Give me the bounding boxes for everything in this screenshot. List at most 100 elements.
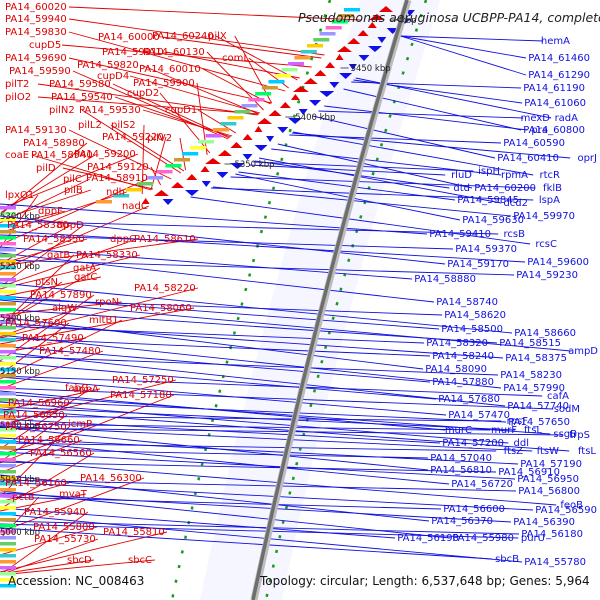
- left-gene-label: cupD1: [165, 105, 197, 116]
- feature-box: [0, 206, 16, 210]
- feature-box: [0, 212, 16, 216]
- left-leader-line: [0, 482, 70, 503]
- feature-box: [241, 104, 258, 108]
- left-leader-line: [68, 57, 272, 104]
- right-leader-line: [0, 527, 493, 560]
- right-gene-label: PA14_60590: [503, 138, 565, 149]
- feature-box: [0, 422, 16, 426]
- right-gene-label: rtcR: [540, 170, 561, 181]
- right-leader-line: [190, 196, 531, 245]
- left-gene-label: gatA: [73, 263, 96, 274]
- right-gene-label: PA14_57680: [438, 394, 500, 405]
- forward-gene-arrow: [367, 22, 377, 28]
- right-gene-label: PA14_57740: [507, 401, 569, 412]
- feature-box: [0, 524, 16, 528]
- left-leader-line: [215, 35, 298, 81]
- feature-box: [0, 248, 16, 252]
- right-gene-label: PA14_58240: [432, 351, 494, 362]
- feature-box: [288, 62, 305, 66]
- feature-box: [0, 440, 16, 444]
- right-leader-line: [0, 426, 429, 471]
- left-gene-label: PA14_56960: [8, 398, 70, 409]
- right-leader-line: [258, 157, 502, 204]
- feature-box: [96, 200, 112, 204]
- left-gene-label: PA14_56160: [5, 478, 67, 489]
- left-gene-label: PA14_59540: [51, 92, 113, 103]
- left-leader-line: [0, 178, 90, 224]
- forward-gene-arrow: [204, 158, 221, 164]
- right-leader-line: [0, 406, 516, 431]
- right-gene-label: PA14_58620: [444, 310, 506, 321]
- right-gene-label: dtd: [453, 183, 470, 194]
- left-leader-line: [0, 191, 127, 234]
- feature-box: [0, 572, 16, 576]
- right-leader-line: [210, 187, 534, 201]
- right-gene-label: PA14_58500: [441, 324, 503, 335]
- left-gene-label: ndh: [106, 187, 125, 198]
- feature-box: [0, 218, 16, 222]
- feature-box: [331, 20, 348, 24]
- feature-box: [0, 530, 16, 534]
- right-gene-label: PA14_56190: [397, 533, 459, 544]
- right-leader-line: [0, 220, 499, 235]
- left-gene-label: PA14_59590: [9, 66, 71, 77]
- right-gene-label: PA14_56800: [518, 486, 580, 497]
- forward-gene-arrow: [217, 150, 232, 156]
- feature-box: [307, 44, 324, 48]
- feature-box: [0, 314, 16, 318]
- left-gene-label: cupD4: [97, 71, 129, 82]
- left-gene-label: PA14_55800: [33, 522, 95, 533]
- right-gene-label: PA14_59370: [455, 244, 517, 255]
- forward-gene-arrow: [171, 182, 185, 188]
- right-leader-line: [0, 387, 554, 410]
- feature-box: [165, 164, 182, 168]
- right-gene-label: PA14_61290: [528, 70, 590, 81]
- feature-box: [261, 86, 278, 90]
- feature-box: [337, 14, 354, 18]
- left-gene-label: lpxO1: [5, 190, 34, 201]
- feature-box: [156, 170, 173, 174]
- feature-box: [0, 518, 16, 522]
- feature-box: [0, 224, 16, 228]
- kbp-tick-label: kbp: [401, 16, 417, 26]
- left-leader-line: [37, 96, 259, 115]
- right-gene-label: PA14_56590: [535, 505, 597, 516]
- right-gene-label: PA14_59410: [429, 229, 491, 240]
- left-gene-label: PA14_59200: [74, 149, 136, 160]
- reverse-gene-arrow: [288, 118, 303, 124]
- forward-gene-arrow: [292, 86, 309, 92]
- left-gene-label: PA14_57600: [5, 318, 67, 329]
- left-gene-label: rpoN: [95, 297, 119, 308]
- forward-gene-arrow: [378, 6, 393, 12]
- right-gene-label: PA14_58375: [505, 353, 567, 364]
- reverse-gene-arrow: [319, 91, 335, 97]
- right-leader-line: [0, 401, 509, 444]
- right-leader-line: [0, 408, 570, 452]
- feature-box: [313, 38, 330, 42]
- reverse-gene-arrow: [298, 109, 308, 115]
- left-gene-label: pilV2: [147, 133, 172, 144]
- right-leader-line: [0, 448, 429, 459]
- feature-box: [0, 416, 16, 420]
- left-gene-label: PA14_59830: [5, 27, 67, 38]
- feature-box: [300, 50, 317, 54]
- left-gene-label: PA14_58220: [134, 283, 196, 294]
- left-gene-label: dppC: [110, 234, 136, 245]
- reverse-gene-arrow: [309, 100, 322, 106]
- left-leader-line: [0, 287, 199, 339]
- right-leader-line: [293, 131, 534, 176]
- right-leader-line: [0, 345, 431, 383]
- right-gene-label: mexD: [521, 113, 551, 124]
- left-leader-line: [0, 254, 141, 290]
- right-leader-line: [0, 351, 506, 407]
- right-gene-label: PA14_56600: [443, 504, 505, 515]
- right-leader-line: [400, 35, 527, 76]
- feature-box: [0, 296, 16, 300]
- forward-gene-arrow: [335, 54, 344, 60]
- left-leader-line: [68, 18, 325, 56]
- feature-box: [0, 392, 16, 396]
- left-leader-line: [150, 136, 167, 191]
- feature-box: [0, 254, 16, 258]
- left-gene-label: PA14_59530: [79, 105, 141, 116]
